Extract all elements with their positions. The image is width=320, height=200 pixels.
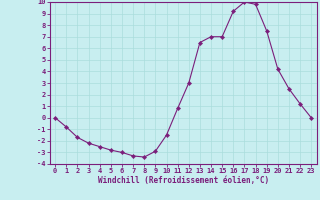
X-axis label: Windchill (Refroidissement éolien,°C): Windchill (Refroidissement éolien,°C) xyxy=(98,176,269,185)
